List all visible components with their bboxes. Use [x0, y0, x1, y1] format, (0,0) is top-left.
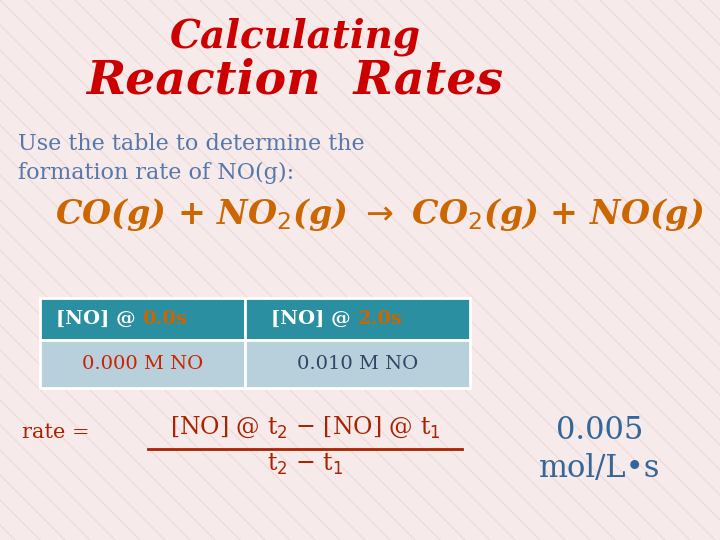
- FancyBboxPatch shape: [245, 340, 470, 388]
- FancyBboxPatch shape: [40, 340, 245, 388]
- Text: Use the table to determine the: Use the table to determine the: [18, 133, 364, 155]
- Text: 0.010 M NO: 0.010 M NO: [297, 355, 418, 373]
- Text: Reaction  Rates: Reaction Rates: [86, 58, 503, 104]
- Text: 0.0s: 0.0s: [143, 310, 187, 328]
- Text: t$_2$ $-$ t$_1$: t$_2$ $-$ t$_1$: [267, 452, 343, 477]
- Text: [NO] @: [NO] @: [271, 310, 358, 328]
- Text: Calculating: Calculating: [169, 18, 420, 57]
- Text: 0.005: 0.005: [557, 415, 644, 446]
- Text: [NO] @ t$_2$ $-$ [NO] @ t$_1$: [NO] @ t$_2$ $-$ [NO] @ t$_1$: [170, 415, 441, 441]
- Text: mol/L•s: mol/L•s: [539, 453, 661, 484]
- Text: 2.0s: 2.0s: [358, 310, 402, 328]
- Text: formation rate of NO(g):: formation rate of NO(g):: [18, 162, 294, 184]
- Text: 0.000 M NO: 0.000 M NO: [82, 355, 203, 373]
- Text: CO(g) + NO$_2$(g) $\rightarrow$ CO$_2$(g) + NO(g): CO(g) + NO$_2$(g) $\rightarrow$ CO$_2$(g…: [55, 196, 704, 233]
- FancyBboxPatch shape: [245, 298, 470, 340]
- Text: rate =: rate =: [22, 422, 89, 442]
- FancyBboxPatch shape: [40, 298, 245, 340]
- Text: [NO] @: [NO] @: [56, 310, 143, 328]
